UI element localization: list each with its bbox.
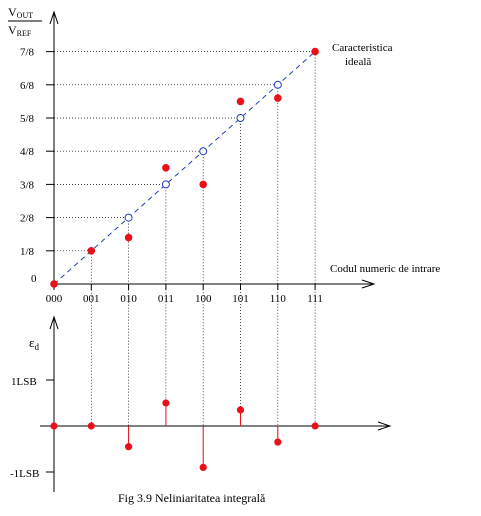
top-guide-lines: [54, 51, 316, 252]
top-axes: [49, 10, 376, 289]
ideal-characteristic-line: [53, 51, 316, 285]
bottom-x-axis-arrow: [377, 421, 392, 431]
ideal-point: [199, 147, 208, 156]
actual-point: [50, 280, 58, 288]
drop-lines: [90, 51, 316, 468]
actual-point: [311, 47, 319, 56]
top-y-tick-label: 2/8: [20, 213, 35, 225]
bottom-y-axis-arrow: [49, 315, 59, 330]
actual-point: [87, 247, 96, 255]
ideal-label-line1: Caracteristica: [332, 42, 393, 54]
ideal-points: [124, 80, 282, 222]
top-y-axis-arrow: [49, 10, 59, 25]
x-axis-label: Codul numeric de intrare: [330, 263, 440, 275]
top-y-tick-label: 5/8: [20, 113, 35, 125]
error-points: [50, 399, 319, 471]
top-y-ticks: 0 1/8 2/8 3/8 4/8 5/8 6/8 7/8: [20, 47, 54, 285]
top-x-ticks: 000 001 010 011 100 101 110 111: [46, 284, 323, 305]
figure-caption: Fig 3.9 Neliniaritatea integrală: [118, 491, 266, 505]
ideal-point: [161, 180, 170, 189]
label-minus-1lsb: -1LSB: [10, 468, 39, 480]
error-point: [311, 422, 319, 430]
error-point: [50, 422, 58, 430]
top-y-axis-label: VOUT VREF: [8, 5, 42, 38]
error-point: [87, 422, 95, 430]
actual-points: [50, 47, 319, 288]
error-point: [125, 443, 133, 451]
bottom-y-axis-label: εd: [29, 335, 39, 352]
actual-point: [236, 97, 245, 106]
top-y-tick-label: 3/8: [20, 179, 35, 191]
bottom-axes: [40, 315, 392, 492]
label-plus-1lsb: 1LSB: [11, 376, 37, 388]
top-x-tick-label: 111: [307, 293, 323, 305]
actual-point: [124, 233, 133, 242]
ylabel-denominator: VREF: [8, 23, 32, 38]
actual-point: [274, 94, 282, 102]
actual-point: [162, 164, 170, 172]
top-y-tick-label: 0: [31, 273, 37, 285]
ideal-point: [236, 114, 245, 122]
actual-point: [199, 180, 207, 189]
error-point: [199, 463, 207, 471]
error-point: [274, 438, 282, 446]
top-y-tick-label: 6/8: [20, 80, 35, 92]
top-y-tick-label: 1/8: [20, 246, 35, 258]
ideal-point: [273, 80, 282, 89]
top-x-axis-arrow: [361, 279, 376, 289]
top-y-tick-label: 4/8: [20, 146, 35, 158]
error-point: [236, 406, 245, 414]
ylabel-numerator: VOUT: [8, 5, 33, 20]
error-point: [162, 399, 170, 407]
ideal-point: [124, 213, 133, 222]
ideal-label-line2: ideală: [345, 56, 371, 68]
top-x-tick-label: 110: [270, 293, 287, 305]
top-x-tick-label: 000: [46, 293, 63, 305]
top-y-tick-label: 7/8: [20, 47, 35, 59]
